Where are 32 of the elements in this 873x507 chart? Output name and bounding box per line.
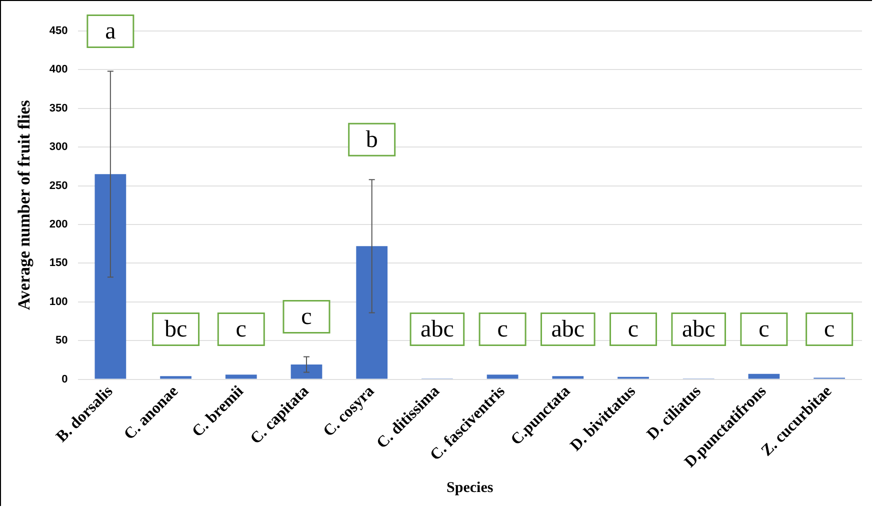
y-tick-label: 400 — [49, 64, 68, 76]
y-tick-label: 350 — [49, 102, 68, 114]
annotation: c — [824, 316, 835, 343]
y-tick-label: 100 — [49, 296, 68, 308]
y-tick-label: 0 — [62, 373, 68, 386]
bar — [486, 374, 518, 379]
y-tick-label: 300 — [49, 141, 68, 154]
annotation: abc — [682, 316, 716, 343]
bar — [290, 364, 322, 379]
bar — [94, 174, 126, 379]
annotation: a — [105, 18, 116, 45]
annotation: c — [236, 316, 246, 343]
y-tick-label: 150 — [49, 257, 68, 270]
annotation: c — [628, 316, 639, 343]
annotation: c — [497, 316, 508, 343]
bar — [225, 374, 257, 379]
annotation: b — [366, 126, 378, 153]
annotation: abc — [551, 316, 585, 343]
y-tick-label: 250 — [49, 180, 68, 192]
annotation: c — [758, 316, 770, 343]
bar — [160, 376, 192, 379]
y-tick-label: 50 — [56, 334, 68, 347]
x-axis-title: Species — [446, 480, 494, 496]
y-tick-label: 450 — [49, 25, 68, 38]
annotation: bc — [164, 316, 188, 343]
bar — [356, 246, 388, 379]
y-axis-title: Average number of fruit flies — [14, 100, 34, 310]
annotation: abc — [420, 316, 454, 343]
bar — [748, 374, 780, 379]
bar — [552, 376, 584, 379]
annotation: c — [301, 304, 312, 330]
y-tick-label: 200 — [49, 218, 68, 231]
